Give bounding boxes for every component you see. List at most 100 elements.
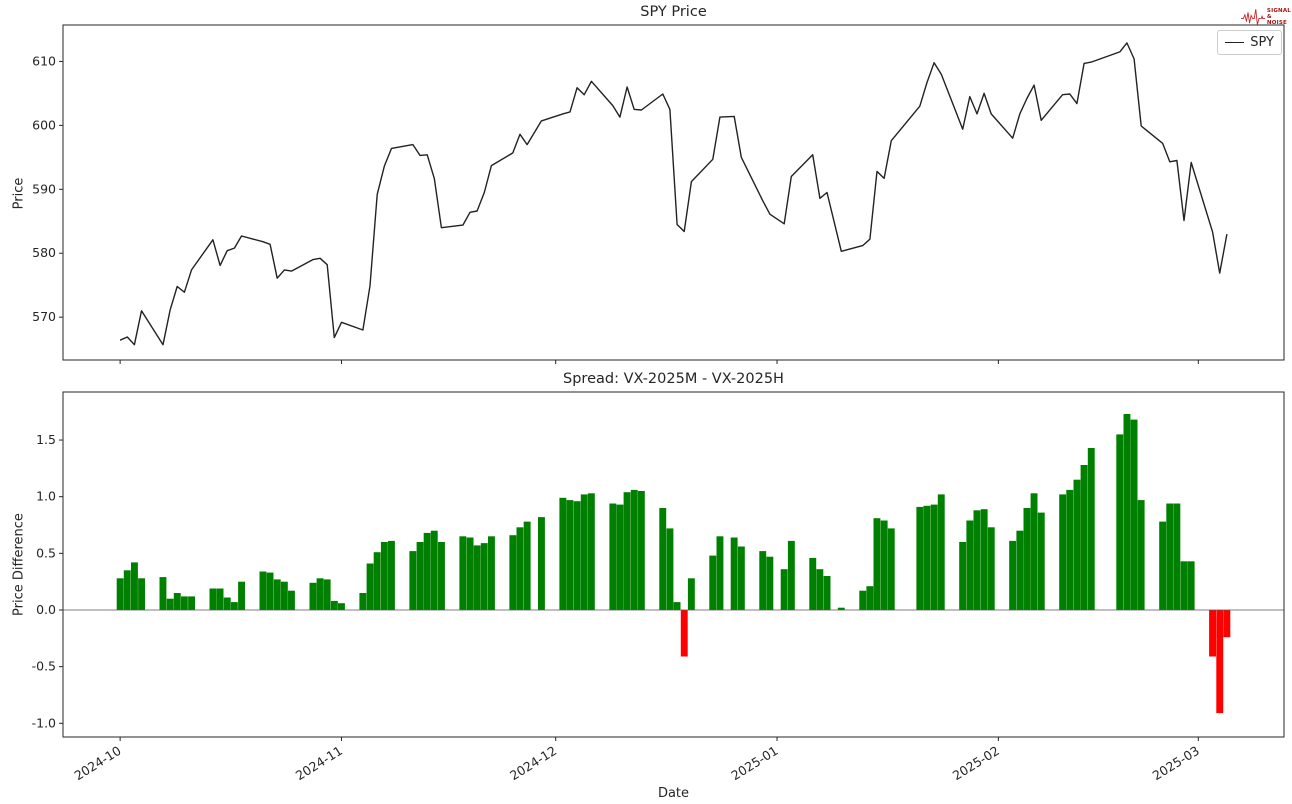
spread-bar xyxy=(223,597,231,610)
spread-bar xyxy=(316,578,324,610)
spread-bar xyxy=(887,528,895,610)
spread-bar xyxy=(623,492,631,610)
spread-bar xyxy=(1123,414,1131,610)
spread-bar xyxy=(580,494,588,610)
spread-bar xyxy=(423,532,431,610)
spread-bar xyxy=(288,590,295,610)
spread-bar xyxy=(759,551,767,610)
spread-bar xyxy=(1166,503,1174,610)
svg-text:610: 610 xyxy=(32,53,56,68)
svg-text:570: 570 xyxy=(32,309,56,324)
logo-text-line1: SIGNAL xyxy=(1266,8,1291,14)
spread-bar xyxy=(573,501,581,610)
spread-bar xyxy=(388,540,395,610)
spread-bar xyxy=(680,610,688,657)
spread-bar xyxy=(1037,512,1045,610)
spread-bar xyxy=(1159,521,1167,610)
spread-bar xyxy=(273,579,281,610)
spread-bar xyxy=(673,602,681,610)
spread-bar xyxy=(859,590,867,610)
logo-text-line2: & xyxy=(1266,14,1272,20)
spread-bar xyxy=(173,593,181,610)
spread-bar xyxy=(359,593,367,610)
spread-bar xyxy=(330,600,338,610)
logo-text-line3: NOISE xyxy=(1266,20,1287,26)
spread-bar xyxy=(1216,610,1224,714)
spread-bar xyxy=(609,503,617,610)
svg-text:0.5: 0.5 xyxy=(36,545,56,560)
spread-bar xyxy=(116,578,124,610)
spread-bar xyxy=(138,578,145,610)
spread-bar xyxy=(787,540,795,610)
svg-text:1.5: 1.5 xyxy=(36,432,56,447)
spread-bar xyxy=(737,546,745,610)
spread-bar xyxy=(430,530,438,610)
spread-bar xyxy=(438,542,445,610)
spread-bar xyxy=(1030,493,1038,610)
spread-bar xyxy=(923,505,931,610)
spread-bar xyxy=(930,504,938,610)
spread-bar xyxy=(566,500,574,610)
legend-line-sample xyxy=(1225,42,1245,43)
spy-price-line xyxy=(119,42,1228,346)
spread-bar xyxy=(730,537,738,610)
spread-bar xyxy=(866,586,874,610)
spread-bar xyxy=(823,576,831,610)
spread-bar xyxy=(523,521,531,610)
spread-chart-title: Spread: VX-2025M - VX-2025H xyxy=(563,371,784,387)
spread-bar xyxy=(659,508,667,610)
spy-y-axis-label: Price xyxy=(11,177,27,210)
spread-bars xyxy=(116,414,1231,714)
spread-bar xyxy=(338,603,345,610)
spread-bar xyxy=(480,543,488,610)
spread-bar xyxy=(1187,561,1195,610)
svg-text:2024-10: 2024-10 xyxy=(71,743,123,783)
svg-text:-0.5: -0.5 xyxy=(32,659,56,674)
svg-text:2024-12: 2024-12 xyxy=(507,743,559,783)
spread-bar xyxy=(837,607,845,610)
spread-bar xyxy=(687,578,695,610)
spread-bar xyxy=(416,542,424,610)
spread-bar xyxy=(616,504,624,610)
spread-bar xyxy=(637,491,645,610)
svg-text:2025-01: 2025-01 xyxy=(728,743,780,783)
spread-bar xyxy=(323,579,331,610)
svg-text:2025-03: 2025-03 xyxy=(1150,743,1202,783)
svg-text:-1.0: -1.0 xyxy=(32,715,56,730)
spread-y-axis-label: Price Difference xyxy=(11,513,27,616)
spread-bar xyxy=(1130,419,1138,610)
spread-bar xyxy=(1223,610,1231,638)
spread-bar xyxy=(259,571,267,610)
spread-bar xyxy=(1073,479,1081,610)
svg-text:2025-02: 2025-02 xyxy=(950,743,1002,783)
axes-frame xyxy=(62,24,1285,361)
spread-bar xyxy=(1016,530,1024,610)
spread-bar xyxy=(538,517,545,610)
svg-text:2024-11: 2024-11 xyxy=(293,743,345,783)
spy-chart-title: SPY Price xyxy=(640,4,707,20)
spread-bar xyxy=(280,581,288,610)
spread-bar xyxy=(488,536,495,610)
spread-bar xyxy=(123,570,131,610)
spread-bar xyxy=(373,552,381,610)
spread-bar xyxy=(180,596,188,610)
svg-text:600: 600 xyxy=(32,117,56,132)
spread-bar xyxy=(366,563,374,610)
spread-bar xyxy=(309,582,317,610)
spread-bar xyxy=(266,572,274,610)
spread-bar xyxy=(666,528,674,610)
spread-bar xyxy=(1087,448,1095,610)
spread-bar xyxy=(409,551,417,610)
spread-bar xyxy=(916,506,924,610)
spread-bar xyxy=(559,497,567,610)
spread-bar xyxy=(937,494,945,610)
svg-text:0.0: 0.0 xyxy=(36,602,56,617)
spread-bar xyxy=(1180,561,1188,610)
spread-bar xyxy=(1116,434,1124,610)
spread-bar xyxy=(716,536,724,610)
spread-bar xyxy=(587,493,595,610)
spread-bar xyxy=(973,510,981,610)
spread-bar xyxy=(1009,540,1017,610)
